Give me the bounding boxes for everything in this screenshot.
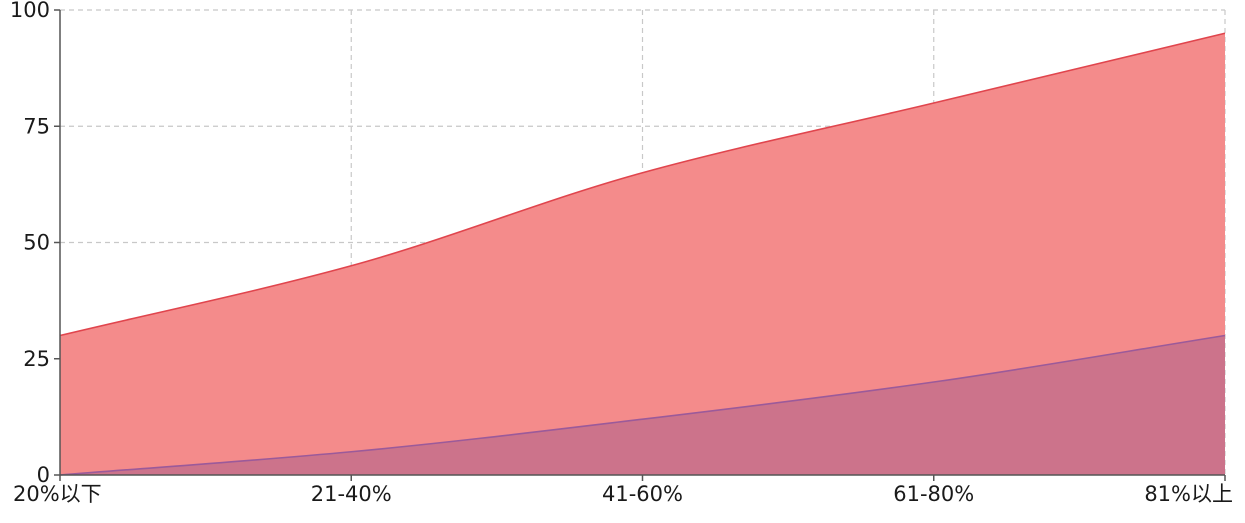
- x-tick-label: 81%以上: [1144, 482, 1233, 506]
- x-tick-label: 21-40%: [311, 482, 392, 506]
- x-tick-label: 61-80%: [893, 482, 974, 506]
- x-tick-label: 20%以下: [13, 482, 102, 506]
- axes: [54, 9, 1226, 481]
- tick-labels: 0 25 50 75 100 20%以下 21-40% 41-60% 61-80% 81%以上: [10, 0, 1233, 506]
- y-tick-label: 75: [23, 114, 50, 138]
- series-group: [59, 32, 1226, 476]
- y-tick-label: 50: [23, 231, 50, 255]
- x-tick-label: 41-60%: [602, 482, 683, 506]
- series-1-line: [59, 32, 1226, 337]
- series-2-line: [59, 334, 1226, 476]
- y-tick-label: 0: [37, 463, 50, 487]
- y-tick-label: 25: [23, 347, 50, 371]
- series-1-area: [60, 33, 1225, 475]
- y-tick-label: 100: [10, 0, 50, 22]
- series-2-area: [60, 335, 1225, 475]
